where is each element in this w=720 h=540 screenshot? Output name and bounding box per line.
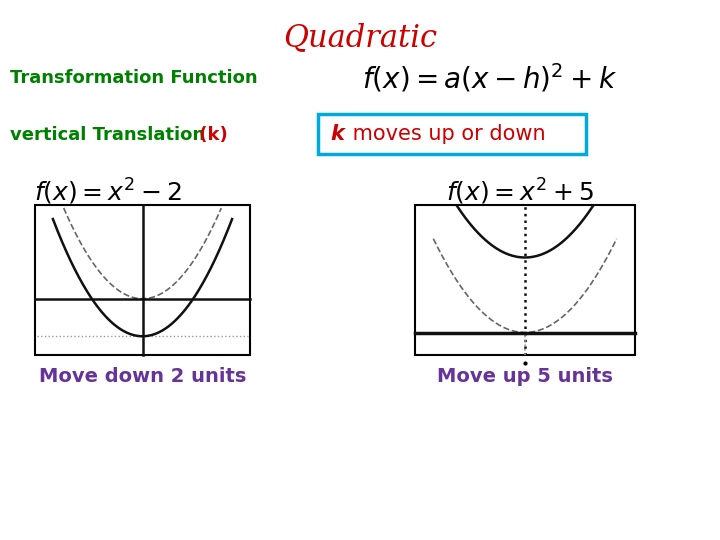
Text: Move down 2 units: Move down 2 units xyxy=(39,368,246,387)
Bar xyxy=(415,205,635,355)
Text: vertical Translation: vertical Translation xyxy=(10,126,205,144)
Bar xyxy=(35,205,250,355)
Text: $f(x)=a\left(x-h\right)^{2}+k$: $f(x)=a\left(x-h\right)^{2}+k$ xyxy=(362,62,618,94)
Text: moves up or down: moves up or down xyxy=(346,124,546,144)
Text: $f(x)=x^{2}-2$: $f(x)=x^{2}-2$ xyxy=(34,177,182,207)
Text: Quadratic: Quadratic xyxy=(283,22,437,53)
Text: k: k xyxy=(330,124,344,144)
Text: Transformation Function: Transformation Function xyxy=(10,69,258,87)
Text: (k): (k) xyxy=(193,126,228,144)
Text: $f(x)=x^{2}+5$: $f(x)=x^{2}+5$ xyxy=(446,177,594,207)
Bar xyxy=(318,114,586,154)
Text: Move up 5 units: Move up 5 units xyxy=(437,368,613,387)
